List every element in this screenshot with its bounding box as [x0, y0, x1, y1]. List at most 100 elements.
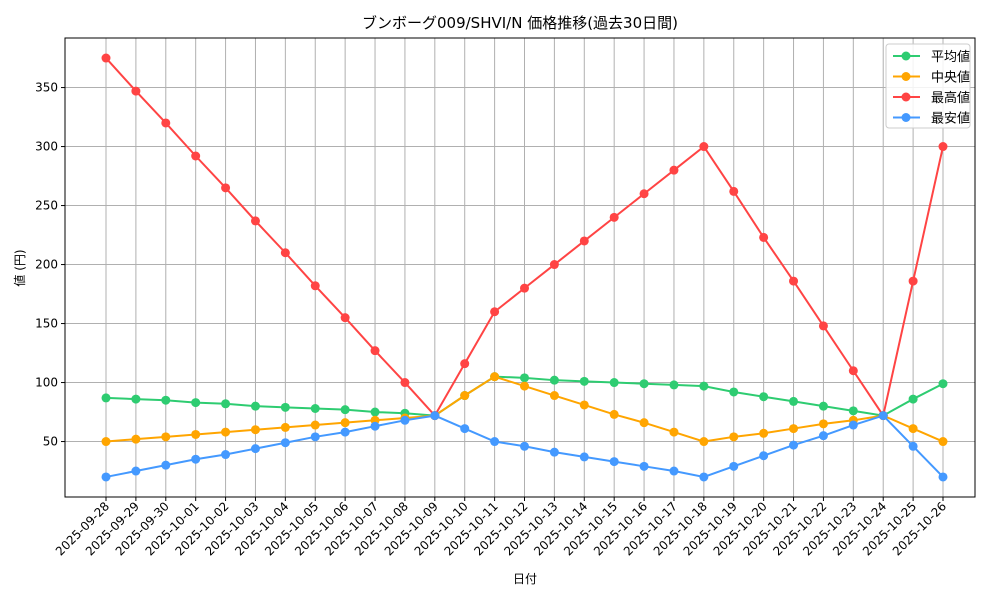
data-point — [938, 142, 948, 152]
data-point — [280, 438, 290, 448]
data-point — [639, 379, 649, 389]
data-point — [101, 53, 111, 63]
data-point — [789, 440, 799, 450]
y-tick-label: 150 — [35, 317, 58, 331]
data-point — [639, 189, 649, 199]
data-point — [460, 424, 470, 434]
data-point — [789, 396, 799, 406]
y-tick-label: 200 — [35, 258, 58, 272]
data-point — [520, 381, 529, 391]
data-point — [250, 401, 260, 411]
data-point — [848, 420, 858, 430]
data-point — [669, 380, 679, 390]
data-point — [818, 401, 828, 411]
data-point — [131, 434, 141, 444]
data-point — [908, 394, 918, 404]
data-point — [609, 212, 619, 222]
data-point — [221, 399, 231, 409]
data-point — [699, 381, 709, 391]
data-point — [549, 447, 559, 457]
data-point — [908, 424, 918, 434]
data-point — [280, 422, 290, 432]
data-point — [639, 461, 649, 471]
data-point — [908, 276, 918, 286]
data-point — [669, 427, 679, 437]
data-point — [191, 398, 201, 408]
data-point — [131, 466, 141, 476]
data-point — [818, 419, 828, 429]
data-point — [938, 379, 948, 389]
legend-label: 中央値 — [931, 70, 970, 86]
data-point — [191, 429, 201, 439]
data-point — [759, 428, 769, 438]
data-point — [818, 321, 828, 331]
data-point — [250, 216, 260, 226]
data-point — [729, 461, 739, 471]
chart-title: ブンボーグ009/SHVI/N 価格推移(過去30日間) — [362, 14, 678, 32]
data-point — [161, 395, 171, 405]
data-point — [101, 472, 111, 482]
data-point — [579, 236, 589, 246]
data-point — [250, 425, 260, 435]
data-point — [759, 232, 769, 242]
data-point — [549, 375, 559, 385]
data-point — [400, 378, 410, 388]
data-point — [759, 392, 769, 402]
legend-marker — [901, 92, 911, 102]
data-point — [818, 431, 828, 441]
data-point — [729, 186, 739, 196]
data-point — [460, 391, 470, 401]
data-point — [131, 394, 141, 404]
plot-frame — [64, 37, 976, 498]
data-point — [699, 142, 709, 152]
data-point — [101, 437, 111, 447]
data-point — [878, 411, 888, 421]
data-point — [549, 391, 559, 401]
data-point — [609, 409, 619, 419]
data-point — [699, 437, 709, 447]
data-point — [520, 373, 529, 383]
data-point — [131, 86, 141, 96]
data-point — [191, 151, 201, 161]
data-point — [310, 420, 320, 430]
legend-marker — [901, 72, 911, 81]
data-point — [161, 118, 171, 128]
data-point — [310, 432, 320, 442]
data-point — [609, 457, 619, 467]
data-point — [310, 404, 320, 414]
data-point — [370, 407, 380, 417]
data-point — [789, 276, 799, 286]
data-point — [579, 376, 589, 386]
data-point — [549, 260, 559, 270]
y-axis-label: 値 (円) — [12, 249, 27, 286]
data-point — [639, 418, 649, 428]
data-point — [430, 411, 440, 421]
data-point — [938, 472, 948, 482]
y-tick-label: 350 — [35, 81, 58, 95]
data-point — [729, 432, 739, 442]
data-point — [370, 421, 380, 431]
data-point — [370, 346, 380, 356]
legend-marker — [901, 51, 911, 61]
data-point — [908, 441, 918, 451]
data-point — [161, 460, 171, 470]
data-point — [520, 283, 529, 293]
series-3 — [101, 411, 948, 482]
data-point — [490, 437, 500, 447]
data-point — [699, 472, 709, 482]
data-point — [221, 427, 231, 437]
data-point — [609, 378, 619, 388]
data-point — [101, 393, 111, 403]
data-point — [221, 450, 231, 460]
data-point — [669, 466, 679, 476]
data-point — [490, 372, 500, 382]
data-point — [579, 452, 589, 462]
data-point — [340, 405, 350, 415]
data-point — [280, 248, 290, 258]
data-point — [460, 359, 470, 369]
y-tick-label: 300 — [35, 140, 58, 154]
data-point — [520, 441, 529, 451]
legend-box — [885, 43, 971, 129]
